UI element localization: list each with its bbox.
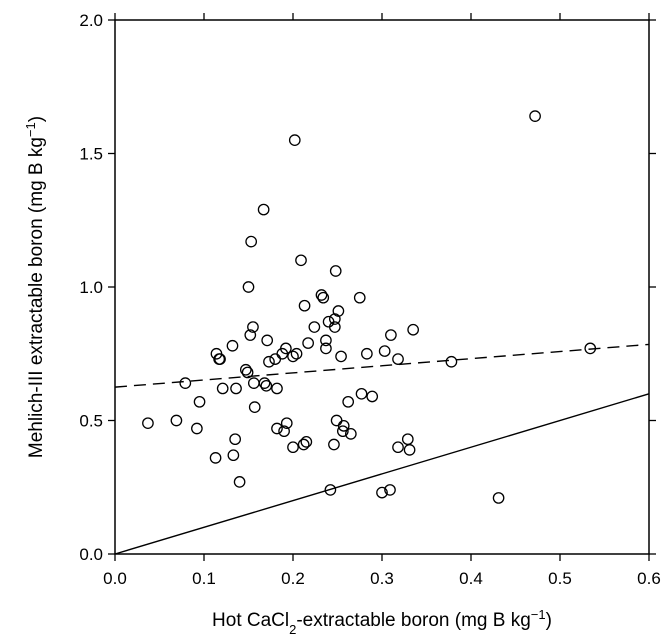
data-point [392,353,404,365]
data-point [308,321,321,333]
data-point [401,433,414,446]
data-point [330,414,343,427]
data-point [392,441,404,454]
data-point [317,291,330,304]
data-point [280,417,293,430]
data-point [229,433,241,446]
data-point [376,486,388,499]
data-point [227,449,240,462]
data-point [278,425,290,438]
data-point [529,110,541,122]
data-point [193,395,206,408]
data-point [300,436,313,448]
data-point [322,315,335,328]
data-point [226,339,239,352]
data-point [248,401,261,413]
data-point [142,417,154,430]
data-point [271,382,283,395]
data-point [170,414,183,427]
data-point [247,321,259,333]
y-axis-title: Mehlich-III extractable boron (mg B kg−1… [23,116,48,458]
data-point [287,441,299,454]
data-point [239,363,252,376]
data-point [260,379,273,392]
data-point [403,444,416,456]
data-point [361,347,373,360]
data-point [244,329,257,341]
data-point [288,134,301,146]
data-point [297,438,310,451]
x-tick-label: 0.4 [459,569,483,588]
dashed-line [114,343,650,388]
data-point [584,342,597,355]
data-point [320,334,332,347]
data-point [298,299,311,312]
y-tick-label: 1.5 [79,145,103,164]
data-point [385,329,397,341]
data-point [233,476,246,488]
data-point [384,484,396,496]
data-point [295,254,307,267]
data-point [335,350,347,363]
fit-lines [114,343,650,555]
data-point [258,377,271,389]
data-point [342,395,355,408]
x-tick-label: 0.3 [370,569,394,588]
data-point [241,366,254,379]
data-point [242,281,255,293]
data-point [492,492,505,504]
data-point [332,305,345,317]
y-tick-label: 0.5 [79,412,103,431]
data-point [337,419,350,432]
data-point [209,452,222,464]
data-point [328,321,341,333]
data-point [328,313,341,325]
data-point [269,353,282,365]
x-tick-label: 0.5 [548,569,572,588]
data-point [247,377,260,389]
data-point [344,427,357,440]
data-point [261,334,274,347]
data-point [280,342,292,355]
data-point [287,350,299,363]
data-point [366,390,379,403]
x-tick-label: 0.1 [192,569,216,588]
data-point [214,353,226,365]
data-point [271,422,283,435]
data-point [263,355,275,368]
axis-ticks: 0.0 0.1 0.2 0.3 0.4 0.5 0.6 0.0 0.5 1.0 1.5 2.0 [79,11,660,588]
x-tick-label: 0.0 [103,569,127,588]
y-tick-label: 0.0 [79,545,103,564]
data-point [378,345,391,357]
data-point [324,484,337,496]
data-point [230,382,242,395]
data-point [355,387,368,400]
data-point [336,425,349,438]
data-point [290,347,303,360]
data-point [216,382,229,395]
y-tick-label: 1.0 [79,278,103,297]
data-point [315,289,328,301]
data-point [445,355,458,368]
data-point [407,323,419,336]
data-points [142,110,597,504]
x-axis-title: Hot CaCl2-extractable boron (mg B kg−1) [212,607,552,637]
x-tick-label: 0.2 [281,569,305,588]
data-point [329,265,342,277]
x-tick-label: 0.6 [637,569,661,588]
data-point [245,235,258,248]
data-point [302,337,314,349]
data-point [353,291,366,304]
y-tick-label: 2.0 [79,11,103,30]
data-point [328,438,340,451]
data-point [320,342,332,355]
solid-line [114,393,650,555]
data-point [257,203,270,216]
data-point [191,422,203,435]
data-point [179,377,192,389]
